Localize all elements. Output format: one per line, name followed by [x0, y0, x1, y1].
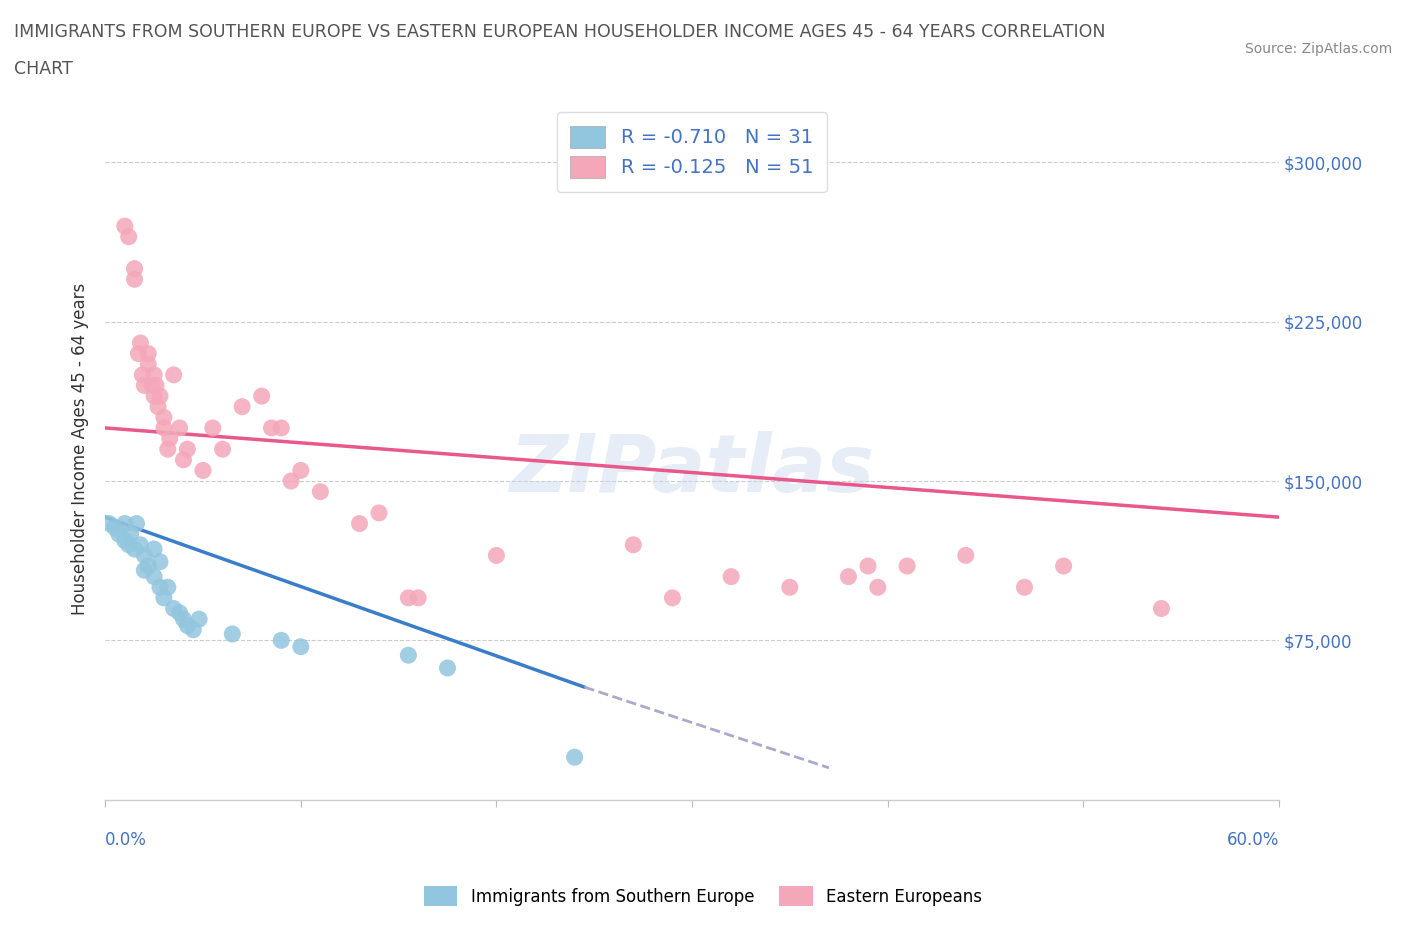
- Point: [172, 612, 194, 627]
- Point: [176, 618, 198, 633]
- Point: [159, 432, 181, 446]
- Point: [153, 420, 176, 435]
- Point: [290, 463, 312, 478]
- Text: ZIPatlas: ZIPatlas: [509, 432, 875, 510]
- Point: [141, 378, 163, 392]
- Point: [955, 548, 977, 563]
- Point: [127, 346, 149, 361]
- Point: [120, 526, 142, 541]
- Point: [124, 272, 146, 286]
- Point: [114, 533, 136, 548]
- Point: [143, 541, 166, 556]
- Point: [349, 516, 371, 531]
- Point: [149, 389, 172, 404]
- Point: [114, 219, 136, 233]
- Point: [156, 442, 179, 457]
- Point: [260, 420, 283, 435]
- Point: [896, 559, 918, 574]
- Point: [396, 591, 419, 605]
- Point: [485, 548, 508, 563]
- Point: [153, 410, 176, 425]
- Point: [221, 627, 243, 642]
- Point: [169, 605, 191, 620]
- Point: [108, 526, 131, 541]
- Point: [143, 569, 166, 584]
- Point: [114, 516, 136, 531]
- Point: [145, 378, 167, 392]
- Point: [149, 554, 172, 569]
- Y-axis label: Householder Income Ages 45 - 64 years: Householder Income Ages 45 - 64 years: [72, 283, 89, 616]
- Point: [1014, 579, 1036, 594]
- Point: [856, 559, 879, 574]
- Point: [661, 591, 683, 605]
- Point: [406, 591, 429, 605]
- Point: [98, 516, 121, 531]
- Text: IMMIGRANTS FROM SOUTHERN EUROPE VS EASTERN EUROPEAN HOUSEHOLDER INCOME AGES 45 -: IMMIGRANTS FROM SOUTHERN EUROPE VS EASTE…: [14, 23, 1105, 41]
- Point: [156, 579, 179, 594]
- Point: [134, 563, 156, 578]
- Point: [436, 660, 458, 675]
- Legend: R = -0.710   N = 31, R = -0.125   N = 51: R = -0.710 N = 31, R = -0.125 N = 51: [557, 112, 827, 192]
- Point: [146, 399, 169, 414]
- Point: [163, 367, 186, 382]
- Point: [143, 367, 166, 382]
- Point: [134, 548, 156, 563]
- Point: [136, 357, 159, 372]
- Point: [129, 336, 152, 351]
- Point: [1150, 601, 1173, 616]
- Point: [181, 622, 204, 637]
- Text: Source: ZipAtlas.com: Source: ZipAtlas.com: [1244, 42, 1392, 56]
- Point: [136, 559, 159, 574]
- Point: [143, 389, 166, 404]
- Point: [124, 261, 146, 276]
- Legend: Immigrants from Southern Europe, Eastern Europeans: Immigrants from Southern Europe, Eastern…: [418, 880, 988, 912]
- Text: 0.0%: 0.0%: [105, 831, 148, 849]
- Point: [136, 346, 159, 361]
- Point: [564, 750, 586, 764]
- Point: [134, 378, 156, 392]
- Point: [270, 420, 292, 435]
- Text: 60.0%: 60.0%: [1226, 831, 1279, 849]
- Point: [368, 506, 391, 521]
- Point: [201, 420, 224, 435]
- Point: [396, 648, 419, 663]
- Point: [169, 420, 191, 435]
- Point: [309, 485, 332, 499]
- Point: [129, 538, 152, 552]
- Point: [149, 579, 172, 594]
- Point: [270, 633, 292, 648]
- Point: [172, 452, 194, 467]
- Point: [153, 591, 176, 605]
- Point: [191, 463, 214, 478]
- Point: [163, 601, 186, 616]
- Point: [250, 389, 273, 404]
- Point: [104, 521, 127, 536]
- Point: [124, 541, 146, 556]
- Text: CHART: CHART: [14, 60, 73, 78]
- Point: [1052, 559, 1074, 574]
- Point: [290, 639, 312, 654]
- Point: [779, 579, 801, 594]
- Point: [118, 538, 141, 552]
- Point: [125, 516, 148, 531]
- Point: [280, 473, 302, 488]
- Point: [231, 399, 253, 414]
- Point: [118, 230, 141, 245]
- Point: [621, 538, 644, 552]
- Point: [131, 367, 153, 382]
- Point: [837, 569, 859, 584]
- Point: [176, 442, 198, 457]
- Point: [720, 569, 742, 584]
- Point: [211, 442, 233, 457]
- Point: [188, 612, 211, 627]
- Point: [866, 579, 889, 594]
